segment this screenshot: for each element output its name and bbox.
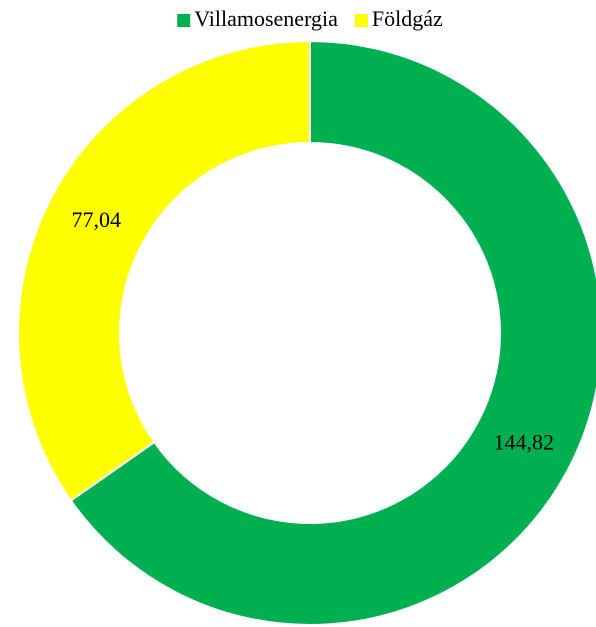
legend-swatch bbox=[177, 14, 191, 27]
legend-swatch bbox=[354, 14, 368, 27]
legend-label: Villamosenergia bbox=[194, 6, 338, 31]
data-label: 77,04 bbox=[71, 207, 121, 232]
donut-slice bbox=[69, 39, 596, 626]
donut-slice bbox=[17, 39, 311, 502]
data-label: 144,82 bbox=[494, 429, 555, 454]
legend-label: Földgáz bbox=[372, 6, 443, 31]
